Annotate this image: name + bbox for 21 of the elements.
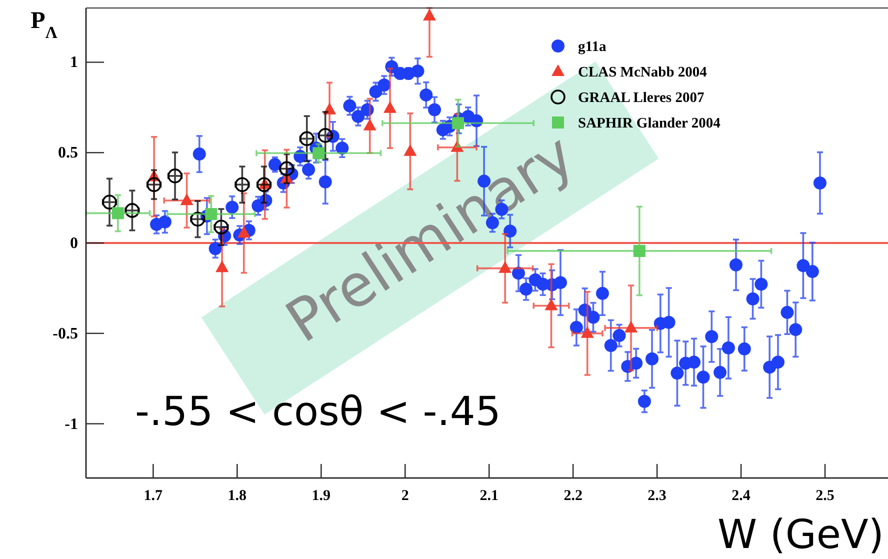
y-tick-label: 1 bbox=[70, 54, 78, 72]
legend-label: CLAS McNabb 2004 bbox=[578, 64, 707, 80]
x-tick-label: 1.7 bbox=[144, 488, 164, 504]
x-tick-label: 2.1 bbox=[480, 488, 498, 504]
x-axis-title: W (GeV) bbox=[718, 512, 884, 558]
x-tick-label: 2.3 bbox=[648, 488, 666, 504]
legend-label: GRAAL Lleres 2007 bbox=[578, 90, 704, 106]
x-tick-label: 2 bbox=[401, 488, 409, 504]
y-tick-label: 0 bbox=[70, 235, 78, 252]
x-tick-label: 2.4 bbox=[732, 488, 751, 504]
y-tick-label: 0.5 bbox=[58, 144, 78, 162]
annotation: -.55 < cosθ < -.45 bbox=[135, 389, 501, 435]
legend-label: SAPHIR Glander 2004 bbox=[578, 116, 720, 132]
y-axis-title: P$_{Λ}$ bbox=[30, 8, 58, 42]
x-tick-label: 1.8 bbox=[228, 488, 247, 504]
x-tick-label: 1.9 bbox=[312, 488, 331, 504]
legend-label: g11a bbox=[578, 39, 607, 55]
x-tick-label: 2.2 bbox=[564, 488, 582, 504]
x-tick-label: 2.5 bbox=[816, 488, 834, 504]
y-tick-label: -0.5 bbox=[52, 325, 78, 342]
y-tick-label: -1 bbox=[64, 416, 78, 433]
